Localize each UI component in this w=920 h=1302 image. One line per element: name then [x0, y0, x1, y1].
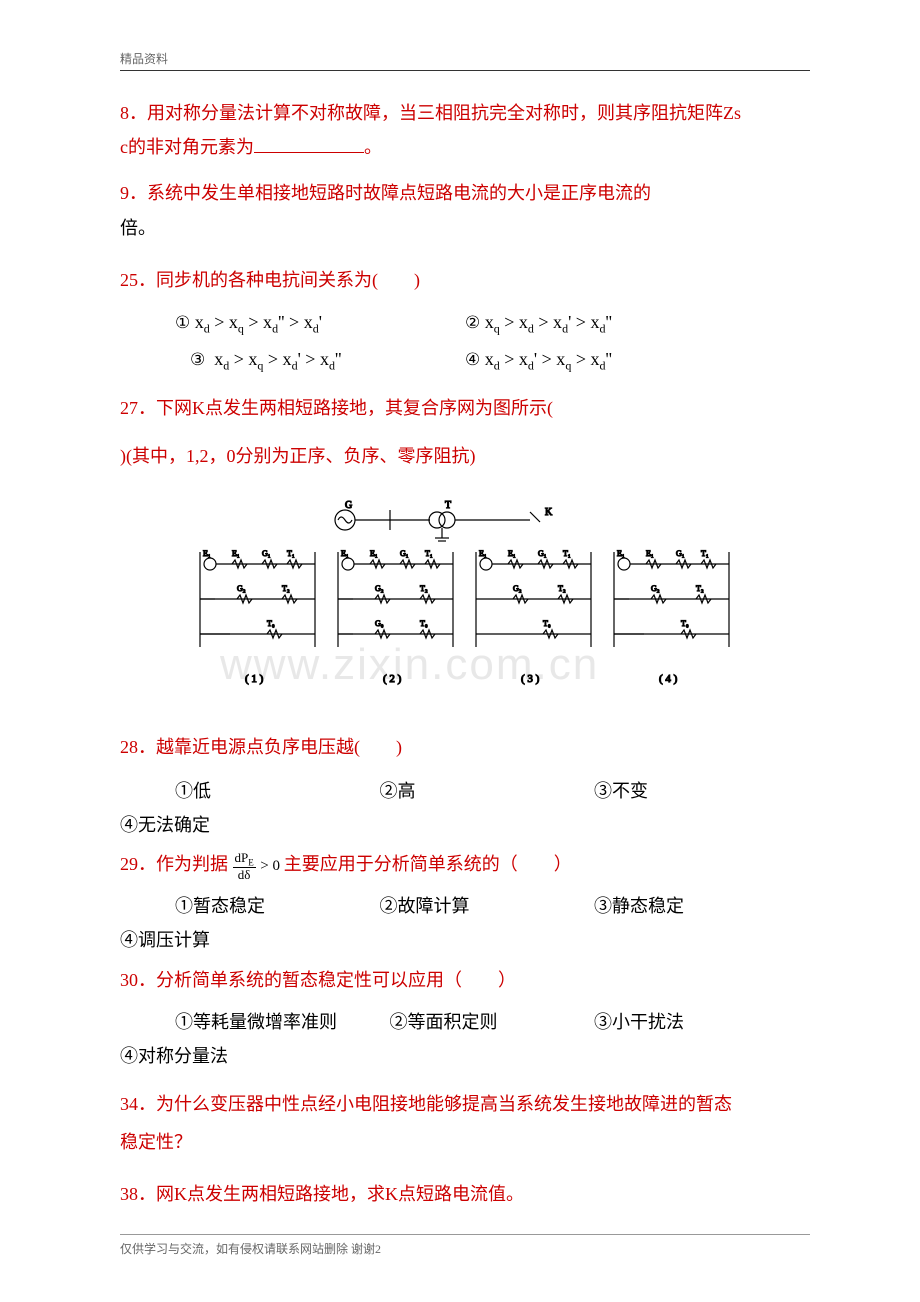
q25-opt3-math: xd > xq > xd' > xd'' [214, 349, 341, 369]
q30-text: 30．分析简单系统的暂态稳定性可以应用（ ） [120, 963, 810, 997]
footer: 仅供学习与交流，如有侵权请联系网站删除 谢谢2 [120, 1234, 810, 1257]
q25-opts-row2: ③ xd > xq > xd' > xd'' ④ xd > xd' > xq >… [120, 349, 810, 374]
q8-line1: 8．用对称分量法计算不对称故障，当三相阻抗完全对称时，则其序阻抗矩阵Zs [120, 96, 810, 130]
q25-opt2-math: xq > xd > xd' > xd'' [485, 312, 612, 332]
q29-suffix: 主要应用于分析简单系统的（ ） [284, 854, 572, 874]
footer-text: 仅供学习与交流，如有侵权请联系网站删除 谢谢 [120, 1242, 375, 1256]
svg-text:E₁: E₁ [508, 549, 516, 558]
svg-text:G₁: G₁ [400, 549, 409, 558]
q30-opt3: ③小干扰法 [594, 1005, 684, 1039]
svg-text:T₂: T₂ [282, 584, 290, 593]
q9-line1: 9．系统中发生单相接地短路时故障点短路电流的大小是正序电流的 [120, 176, 810, 210]
header-label: 精品资料 [120, 50, 810, 67]
q30-opts: ①等耗量微增率准则 ②等面积定则 ③小干扰法 [120, 1005, 810, 1039]
svg-text:G₀: G₀ [375, 619, 384, 628]
svg-text:G₁: G₁ [538, 549, 547, 558]
q25-opts-row1: ① xd > xq > xd'' > xd' ② xq > xd > xd' >… [120, 312, 810, 337]
svg-text:G₂: G₂ [651, 584, 660, 593]
q30-opt4: ④对称分量法 [120, 1039, 810, 1073]
q25-opt2-label: ② [465, 313, 480, 333]
svg-text:E₁: E₁ [617, 549, 625, 558]
svg-text:G₂: G₂ [237, 584, 246, 593]
svg-text:G: G [345, 500, 352, 511]
q25-text: 25．同步机的各种电抗间关系为( ) [120, 263, 810, 297]
q25-opt1-label: ① [175, 313, 190, 333]
svg-text:T₀: T₀ [681, 619, 689, 628]
svg-text:E₁: E₁ [479, 549, 487, 558]
svg-text:T: T [445, 500, 451, 511]
q29-mid: > 0 [260, 858, 283, 874]
svg-text:E₁: E₁ [370, 549, 378, 558]
q8-line2-suffix: 。 [364, 137, 382, 157]
svg-text:E₁: E₁ [341, 549, 349, 558]
svg-text:E₁: E₁ [646, 549, 654, 558]
svg-text:T₂: T₂ [696, 584, 704, 593]
q28-opts: ①低 ②高 ③不变 [120, 774, 810, 808]
svg-text:T₁: T₁ [287, 549, 295, 558]
svg-text:K: K [545, 507, 553, 518]
q27-line2: )(其中，1,2，0分别为正序、负序、零序阻抗) [120, 439, 810, 473]
q29-opts: ①暂态稳定 ②故障计算 ③静态稳定 [120, 889, 810, 923]
svg-text:( 1 ): ( 1 ) [245, 673, 264, 685]
svg-text:( 2 ): ( 2 ) [383, 673, 402, 685]
svg-text:T₀: T₀ [420, 619, 428, 628]
q25-opt3-label: ③ [190, 350, 205, 370]
q28-opt1: ①低 [175, 774, 375, 808]
svg-text:T₁: T₁ [563, 549, 571, 558]
q29-opt2: ②故障计算 [380, 889, 590, 923]
q25-opt4-label: ④ [465, 350, 480, 370]
q30-opt1: ①等耗量微增率准则 [175, 1005, 385, 1039]
svg-text:G₂: G₂ [513, 584, 522, 593]
footer-page: 2 [375, 1242, 381, 1256]
svg-text:T₀: T₀ [543, 619, 551, 628]
q29-opt1: ①暂态稳定 [175, 889, 375, 923]
q8-blank [254, 135, 364, 153]
q28-opt2: ②高 [380, 774, 590, 808]
q29-opt3: ③静态稳定 [594, 889, 684, 923]
q29-fraction: dPE dδ [233, 851, 256, 882]
q25-opt4-math: xd > xd' > xq > xd'' [485, 349, 612, 369]
q9-line2: 倍。 [120, 211, 810, 245]
diagram-svg: G T K E₁E₁G₁T₁G₂T₂T₀( [185, 492, 745, 712]
svg-text:T₂: T₂ [420, 584, 428, 593]
svg-text:G₁: G₁ [262, 549, 271, 558]
q28-text: 28．越靠近电源点负序电压越( ) [120, 730, 810, 764]
q29-text: 29．作为判据 dPE dδ > 0 主要应用于分析简单系统的（ ） [120, 847, 810, 881]
q25-opt1-math: xd > xq > xd'' > xd' [195, 312, 322, 332]
svg-text:( 4 ): ( 4 ) [659, 673, 678, 685]
svg-text:E₁: E₁ [203, 549, 211, 558]
svg-text:G₂: G₂ [375, 584, 384, 593]
svg-text:T₁: T₁ [425, 549, 433, 558]
svg-text:( 3 ): ( 3 ) [521, 673, 540, 685]
q34-line2: 稳定性？ [120, 1125, 810, 1159]
q28-opt4: ④无法确定 [120, 808, 810, 842]
q34-line1: 34．为什么变压器中性点经小电阻接地能够提高当系统发生接地故障进的暂态 [120, 1085, 810, 1125]
q27-line1: 27．下网K点发生两相短路接地，其复合序网为图所示( [120, 391, 810, 425]
svg-text:E₁: E₁ [232, 549, 240, 558]
q28-opt3: ③不变 [594, 774, 648, 808]
svg-text:T₂: T₂ [558, 584, 566, 593]
q38-text: 38．网K点发生两相短路接地，求K点短路电流值。 [120, 1177, 810, 1211]
svg-text:T₀: T₀ [267, 619, 275, 628]
circuit-diagram: G T K E₁E₁G₁T₁G₂T₂T₀( [185, 492, 745, 712]
q29-prefix: 29．作为判据 [120, 854, 228, 874]
q29-opt4: ④调压计算 [120, 923, 810, 957]
svg-text:T₁: T₁ [701, 549, 709, 558]
q8-line2: c的非对角元素为 。 [120, 130, 810, 164]
header-rule [120, 70, 810, 71]
q8-line2-prefix: c的非对角元素为 [120, 137, 254, 157]
svg-text:G₁: G₁ [676, 549, 685, 558]
q30-opt2: ②等面积定则 [390, 1005, 590, 1039]
